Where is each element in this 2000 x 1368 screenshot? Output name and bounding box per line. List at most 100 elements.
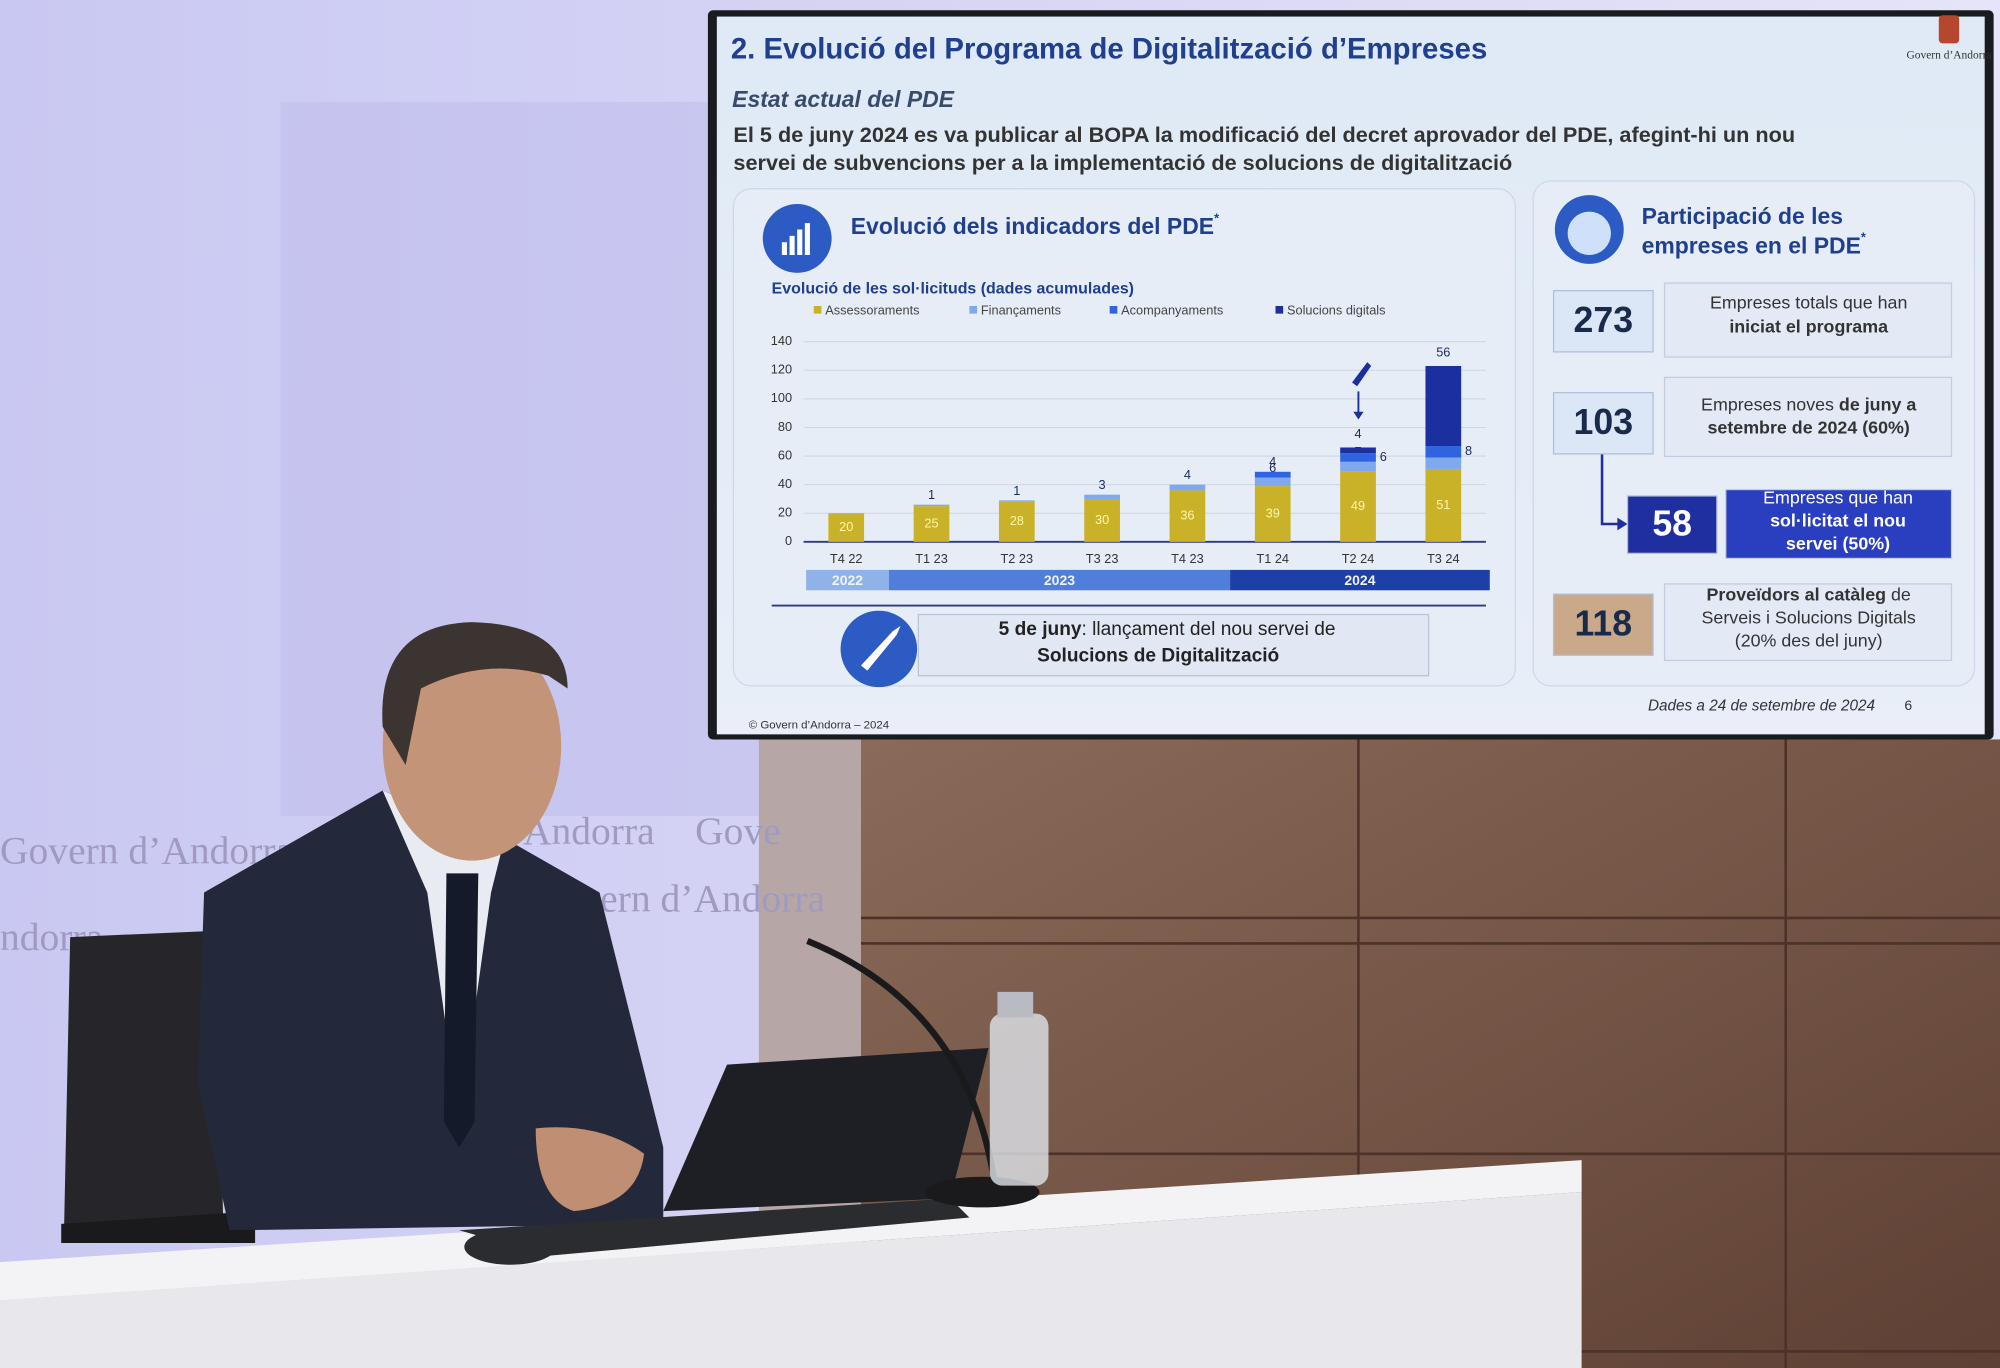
kpi-value: 103 xyxy=(1574,402,1634,442)
x-tick-label: T2 23 xyxy=(1001,551,1034,566)
slide-title: 2. Evolució del Programa de Digitalitzac… xyxy=(731,33,1487,66)
kpi-label-segment: de xyxy=(1886,584,1911,604)
kpi-panel-title-text: Participació de les xyxy=(1642,203,1843,229)
suit xyxy=(197,790,664,1231)
launch-note-box xyxy=(917,613,1430,677)
kpi-label-segment: Empreses que han xyxy=(1763,487,1913,507)
kpi-label: Proveïdors al catàleg de xyxy=(1706,584,1910,604)
tie xyxy=(443,873,479,1148)
kpi-label-box xyxy=(1663,376,1953,458)
data-label: 30 xyxy=(1095,512,1109,527)
kpi-label-segment: Empreses noves xyxy=(1701,394,1839,414)
slide-body: servei de subvencions per a la implement… xyxy=(733,150,1512,175)
data-label: 20 xyxy=(839,519,853,534)
kpi-label: Serveis i Solucions Digitals xyxy=(1702,607,1916,627)
kpi-connector xyxy=(1600,453,1620,526)
kpi-value: 118 xyxy=(1575,603,1633,643)
data-label: 8 xyxy=(1465,443,1472,458)
kpi-label-segment: Serveis i Solucions Digitals xyxy=(1702,607,1916,627)
page-number: 6 xyxy=(1904,697,1912,713)
data-label: 56 xyxy=(1436,345,1450,360)
legend-label: Assessoraments xyxy=(825,302,919,317)
kpi-label-box xyxy=(1663,583,1953,662)
data-label: 4 xyxy=(1354,426,1361,441)
launch-arrowhead xyxy=(1353,411,1364,420)
slide-subtitle: Estat actual del PDE xyxy=(732,86,955,112)
kpi-label: setembre de 2024 (60%) xyxy=(1707,417,1909,437)
data-label: 1 xyxy=(928,487,935,502)
data-label: 6 xyxy=(1380,449,1387,464)
chart-panel-title: Evolució dels indicadors del PDE* xyxy=(851,211,1219,240)
year-band-label: 2024 xyxy=(1344,572,1375,588)
legend-swatch xyxy=(969,305,978,314)
data-label: 39 xyxy=(1266,505,1280,520)
kpi-icon-inner xyxy=(1567,211,1611,255)
y-tick-label: 140 xyxy=(771,333,792,348)
x-tick-label: T1 24 xyxy=(1256,551,1289,566)
kpi-value-box xyxy=(1552,392,1654,455)
data-label: 51 xyxy=(1436,497,1450,512)
slide-body: El 5 de juny 2024 es va publicar al BOPA… xyxy=(733,122,1795,147)
y-tick-label: 40 xyxy=(778,476,792,491)
x-tick-label: T1 23 xyxy=(915,551,948,566)
slide-footer: © Govern d’Andorra – 2024 xyxy=(749,719,890,731)
year-band xyxy=(1230,569,1490,591)
desk-front xyxy=(0,1192,1582,1368)
wall-logo-text: vern d’Andorra xyxy=(580,877,825,921)
bar-segment xyxy=(1340,471,1376,542)
bar-segment xyxy=(1169,490,1206,542)
bottle-cap xyxy=(997,991,1034,1018)
legend-swatch xyxy=(813,305,822,314)
x-tick-label: T2 24 xyxy=(1342,551,1375,566)
kpi-label: sol·licitat el nou xyxy=(1770,510,1906,530)
chart-panel-title-text: Evolució dels indicadors del PDE xyxy=(851,213,1214,239)
kpi-label-segment: servei (50%) xyxy=(1786,533,1890,553)
bar-segment xyxy=(1340,447,1376,454)
launch-note-line2: Solucions de Digitalització xyxy=(1037,646,1279,667)
kpi-value: 58 xyxy=(1652,503,1692,543)
x-tick-label: T3 23 xyxy=(1086,551,1119,566)
kpi-panel-title-text: empreses en el PDE xyxy=(1642,232,1861,258)
date-note: Dades a 24 de setembre de 2024 xyxy=(1648,697,1875,714)
footnote-mark: * xyxy=(1214,211,1219,226)
kpi-value-box xyxy=(1626,495,1718,554)
bar-segment xyxy=(998,500,1035,502)
kpi-label: Empreses totals que han xyxy=(1710,292,1907,312)
year-band-label: 2023 xyxy=(1044,572,1075,588)
presentation-slide: Govern d’Andorra 2. Evolució del Programa… xyxy=(707,10,1994,740)
kpi-label-segment: iniciat el programa xyxy=(1729,316,1889,336)
kpi-label-segment: Empreses totals que han xyxy=(1710,292,1907,312)
footnote-mark: * xyxy=(1861,230,1866,245)
data-label: 28 xyxy=(1010,513,1024,528)
y-tick-label: 80 xyxy=(778,419,792,434)
data-label: 3 xyxy=(1099,477,1106,492)
bar-segment xyxy=(1254,471,1291,478)
laptop-screen xyxy=(663,1047,989,1212)
year-band xyxy=(888,569,1231,591)
year-band xyxy=(806,569,889,591)
microphone xyxy=(806,937,999,1187)
launch-note-bold: 5 de juny xyxy=(999,619,1082,640)
kpi-value-box xyxy=(1552,593,1654,656)
wall-logo-text: Govern d’Andorra xyxy=(0,828,293,872)
kpi-value-box xyxy=(1552,290,1654,353)
data-label: 6 xyxy=(1269,460,1276,475)
bottle xyxy=(989,1013,1049,1186)
y-tick-label: 0 xyxy=(785,533,792,548)
laptop-base xyxy=(459,1198,970,1256)
legend-swatch xyxy=(1275,305,1284,314)
kpi-panel-title: Participació de les xyxy=(1642,203,1843,229)
kpi-value: 273 xyxy=(1574,300,1634,340)
data-label: 4 xyxy=(1184,467,1191,482)
bar-segment xyxy=(1340,453,1376,462)
kpi-label: (20% des del juny) xyxy=(1735,630,1883,650)
bar-segment xyxy=(1254,477,1291,487)
chair xyxy=(63,930,224,1244)
y-tick-label: 120 xyxy=(771,362,792,377)
rocket-icon xyxy=(1352,362,1372,387)
chart-title: Evolució de les sol·licituds (dades acum… xyxy=(772,281,1134,298)
kpi-label-segment: de juny a xyxy=(1839,394,1917,414)
data-label: 36 xyxy=(1180,507,1194,522)
hands xyxy=(535,1127,645,1212)
